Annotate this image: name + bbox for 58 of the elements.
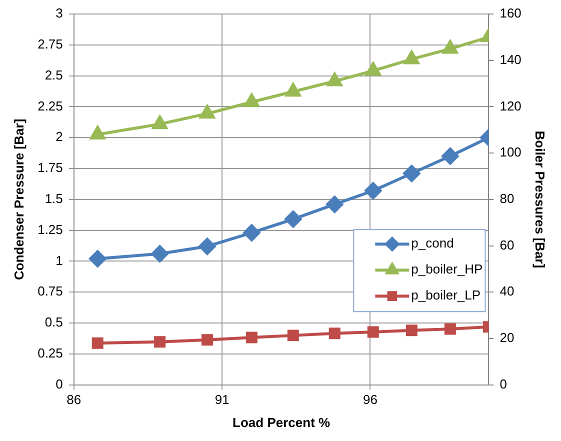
- y2-tick-label: 60: [500, 237, 514, 252]
- point: [200, 105, 215, 119]
- y2-tick-label: 100: [500, 144, 522, 160]
- x-tick-label: 86: [66, 392, 82, 408]
- y-tick-label: 1.25: [38, 222, 63, 237]
- point: [364, 182, 382, 200]
- point: [444, 323, 456, 335]
- point: [287, 330, 299, 342]
- point: [243, 224, 260, 242]
- point: [201, 334, 213, 346]
- y-tick-label: 0.75: [38, 284, 63, 299]
- point: [327, 72, 342, 86]
- point: [246, 332, 258, 344]
- point: [403, 164, 420, 182]
- y-tick-label: 2.75: [38, 36, 63, 52]
- point: [89, 250, 106, 268]
- y2-axis-title: Boiler Pressures [Bar]: [532, 130, 548, 268]
- y2-tick-label: 140: [500, 52, 522, 67]
- point: [90, 126, 106, 140]
- point: [152, 116, 168, 130]
- point: [404, 50, 420, 64]
- x-tick-label: 96: [362, 392, 378, 408]
- y-tick-label: 2.25: [38, 98, 63, 114]
- y2-tick-label: 40: [500, 284, 514, 299]
- y-tick-label: 0.25: [38, 345, 63, 360]
- point: [442, 148, 459, 165]
- y2-tick-label: 0: [500, 376, 507, 392]
- y-tick-label: 0.5: [44, 314, 63, 330]
- y-tick-label: 0: [56, 376, 63, 392]
- y-tick-label: 2.5: [44, 67, 63, 82]
- x-tick-label: 91: [214, 392, 230, 408]
- legend-label: p_boiler_LP: [411, 288, 481, 303]
- point: [367, 326, 379, 338]
- point: [442, 40, 458, 54]
- point: [92, 337, 104, 349]
- point: [151, 245, 168, 262]
- point: [244, 94, 260, 108]
- y-tick-label: 2: [56, 129, 63, 144]
- point: [366, 62, 381, 76]
- y-tick-label: 1: [56, 252, 63, 268]
- y-axis-title: Condenser Pressure [Bar]: [11, 118, 26, 280]
- point: [328, 328, 340, 340]
- y2-tick-label: 120: [500, 98, 522, 114]
- point: [326, 196, 344, 213]
- point: [406, 324, 418, 336]
- y-tick-label: 1.75: [38, 160, 63, 176]
- point: [154, 336, 166, 348]
- point: [286, 83, 301, 97]
- y-tick-label: 1.5: [44, 190, 63, 206]
- y2-tick-label: 160: [500, 6, 522, 21]
- y-tick-label: 3: [56, 6, 63, 21]
- point: [284, 210, 302, 228]
- x-axis-title: Load Percent %: [232, 414, 331, 430]
- y2-tick-label: 20: [500, 330, 514, 346]
- legend-label: p_boiler_HP: [411, 262, 483, 277]
- legend-label: p_cond: [411, 236, 454, 251]
- point: [198, 238, 216, 255]
- y2-tick-label: 80: [500, 190, 514, 206]
